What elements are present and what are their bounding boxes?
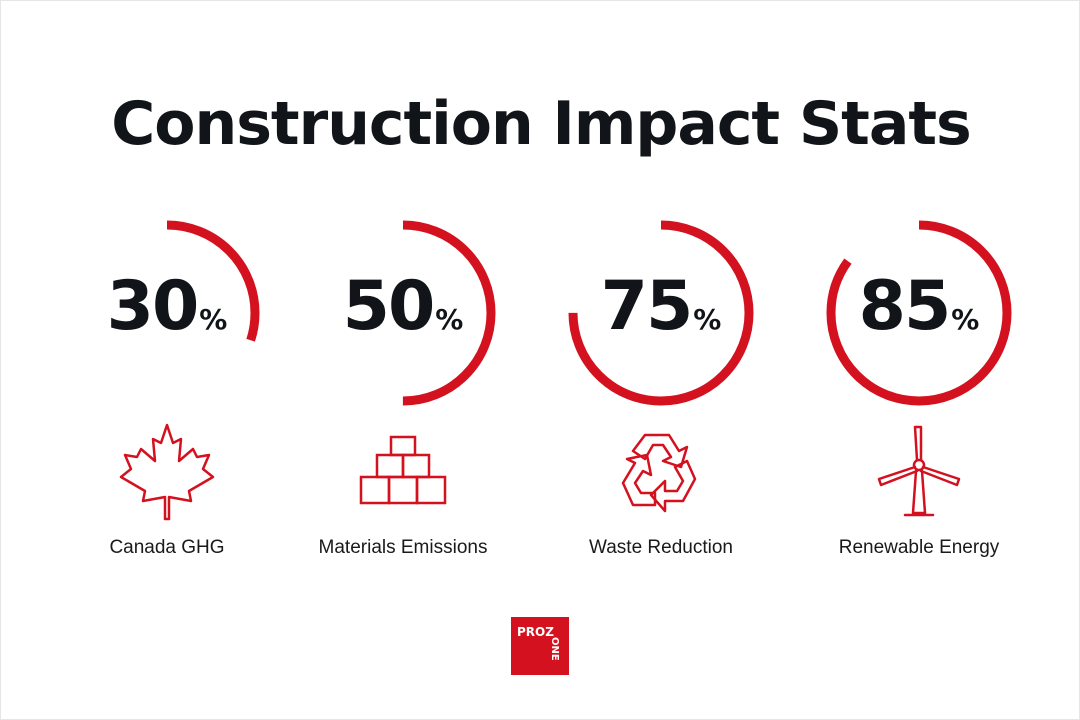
maple-leaf-icon [119,423,215,521]
prozone-logo: PROZ ONE [511,617,569,675]
stat-canada-ghg: 30% Canada GHG [47,213,287,563]
logo-text-line2: ONE [549,637,560,661]
stat-unit: % [951,303,980,336]
stat-label: Materials Emissions [318,537,488,558]
logo-text-line1: PROZ [517,625,554,639]
page-title: Construction Impact Stats [111,89,972,159]
progress-ring [310,220,496,406]
wind-turbine-icon [877,425,961,517]
stat-materials-emissions: 50% Materials Emissions [283,213,523,563]
stat-unit: % [693,303,722,336]
stat-renewable-energy: 85% Renewable Energy [799,213,1039,563]
stat-value: 50% [283,273,523,341]
stat-number: 85 [858,267,952,346]
progress-ring [74,220,260,406]
stat-number: 30 [106,267,200,346]
stat-number: 75 [600,267,694,346]
stat-value: 30% [47,273,287,341]
stat-unit: % [435,303,464,336]
stat-number: 50 [342,267,436,346]
progress-ring [568,220,754,406]
stat-label: Canada GHG [109,537,225,558]
stat-label: Waste Reduction [589,537,733,558]
stat-label: Renewable Energy [838,537,1000,558]
bricks-icon [359,435,447,505]
progress-ring [826,220,1012,406]
recycle-icon [621,433,697,513]
stat-value: 75% [541,273,781,341]
stat-value: 85% [799,273,1039,341]
stat-unit: % [199,303,228,336]
stat-waste-reduction: 75% Waste Reduction [541,213,781,563]
